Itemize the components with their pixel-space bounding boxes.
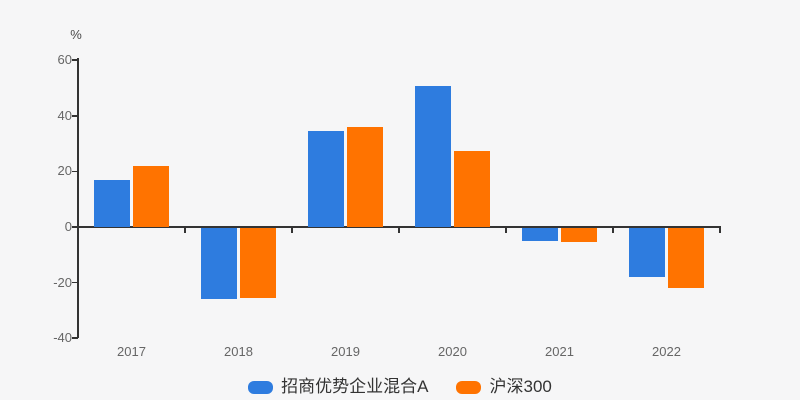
bar-2021-series-2[interactable] bbox=[561, 227, 597, 243]
y-axis-tick-label: 60 bbox=[57, 52, 72, 68]
bar-2018-series-2[interactable] bbox=[240, 227, 276, 299]
bar-2017-series-2[interactable] bbox=[133, 166, 169, 227]
x-axis-tick bbox=[398, 227, 400, 233]
x-axis-tick bbox=[291, 227, 293, 233]
y-axis-unit-label: % bbox=[70, 27, 82, 42]
y-axis-tick-label: 20 bbox=[57, 163, 72, 179]
legend: 招商优势企业混合A 沪深300 bbox=[0, 377, 800, 397]
x-axis-tick bbox=[505, 227, 507, 233]
y-axis-tick bbox=[72, 337, 78, 339]
legend-label: 招商优势企业混合A bbox=[281, 377, 429, 396]
y-axis-tick-label: -40 bbox=[53, 330, 72, 346]
x-axis-zero-line bbox=[77, 226, 721, 228]
legend-item-2[interactable]: 沪深300 bbox=[456, 377, 552, 397]
bar-2019-series-2[interactable] bbox=[347, 126, 383, 227]
x-axis-tick bbox=[612, 227, 614, 233]
bar-2017-series-1[interactable] bbox=[94, 180, 130, 227]
y-axis-tick bbox=[72, 281, 78, 284]
x-axis-tick bbox=[77, 227, 79, 233]
x-axis-tick bbox=[719, 227, 721, 233]
legend-swatch-icon bbox=[248, 380, 274, 394]
legend-item-1[interactable]: 招商优势企业混合A bbox=[248, 377, 428, 397]
y-axis-tick-label: -20 bbox=[53, 274, 72, 290]
x-axis-tick bbox=[184, 227, 186, 233]
x-axis-label: 2019 bbox=[331, 344, 360, 359]
bar-2022-series-1[interactable] bbox=[629, 227, 665, 277]
y-axis-tick bbox=[72, 59, 78, 61]
x-axis-label: 2018 bbox=[224, 344, 253, 359]
bar-2018-series-1[interactable] bbox=[201, 227, 237, 299]
bar-2022-series-2[interactable] bbox=[668, 227, 704, 288]
x-axis-label: 2022 bbox=[652, 344, 681, 359]
y-axis-tick-label: 40 bbox=[57, 107, 72, 123]
bar-2019-series-1[interactable] bbox=[308, 130, 344, 227]
legend-swatch-icon bbox=[456, 380, 482, 394]
legend-label: 沪深300 bbox=[489, 377, 552, 396]
bar-2020-series-2[interactable] bbox=[454, 151, 490, 227]
x-axis-label: 2017 bbox=[117, 344, 146, 359]
y-axis-tick bbox=[72, 115, 78, 117]
y-axis-tick-label: 0 bbox=[64, 219, 72, 234]
bar-2020-series-1[interactable] bbox=[415, 86, 451, 227]
x-axis-label: 2021 bbox=[545, 344, 574, 359]
y-axis-tick bbox=[72, 226, 78, 228]
bar-2021-series-1[interactable] bbox=[522, 227, 558, 241]
x-axis-label: 2020 bbox=[438, 344, 467, 359]
y-axis-line bbox=[77, 58, 79, 338]
y-axis-tick bbox=[72, 170, 78, 173]
